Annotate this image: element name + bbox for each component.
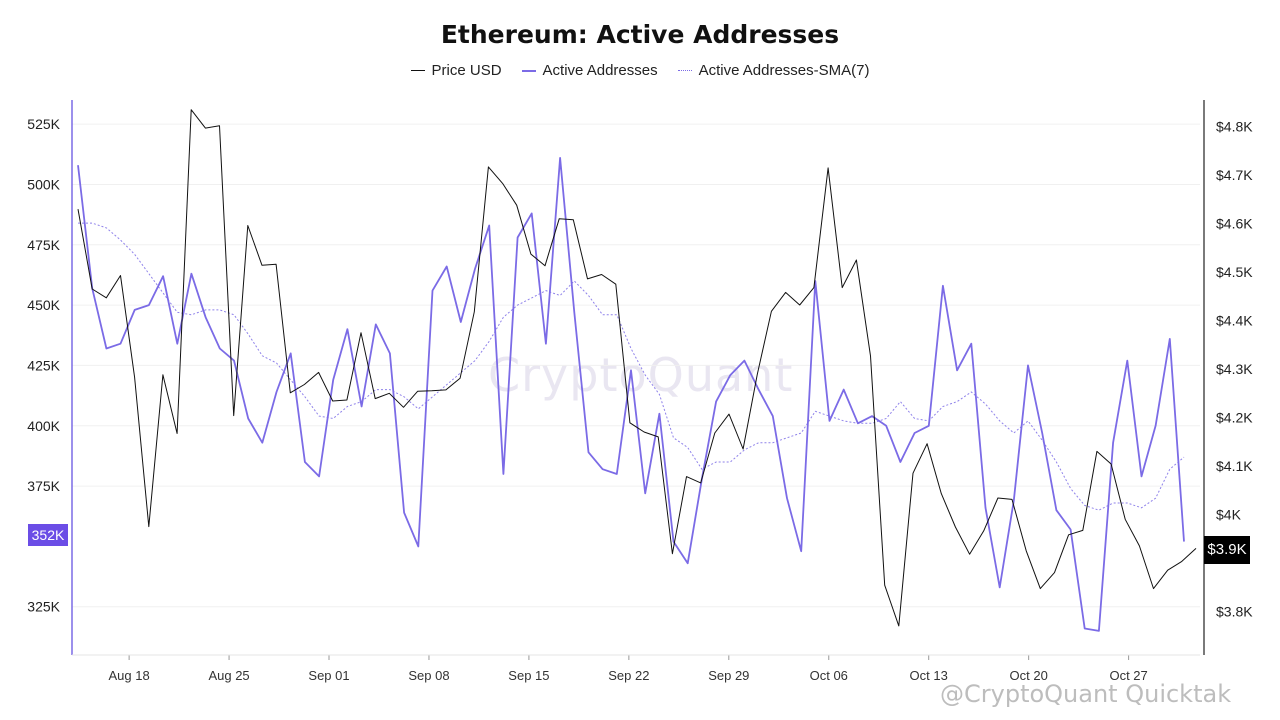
y-left-tick-label: 500K [27,176,60,192]
y-left-tick-label: 425K [27,357,60,373]
x-tick-label: Aug 18 [109,668,150,683]
watermark: CryptoQuant [488,348,794,402]
y-left-tick-label: 325K [27,599,60,615]
y-left-tick-label: 525K [27,116,60,132]
y-left-tick-label: 400K [27,418,60,434]
chart-title: Ethereum: Active Addresses [440,20,840,49]
x-tick-label: Sep 01 [308,668,349,683]
credit-text: @CryptoQuant Quicktak [940,680,1232,708]
legend-label-sma: Active Addresses-SMA(7) [698,62,870,79]
legend: Price USD Active Addresses Active Addres… [0,62,1280,79]
x-tick-label: Oct 13 [910,668,948,683]
y-right-tick-label: $4.4K [1216,313,1253,329]
x-tick-label: Oct 20 [1010,668,1048,683]
y-right-tick-label: $4.6K [1216,216,1253,232]
legend-item-price[interactable]: Price USD [410,62,502,79]
x-tick-label: Sep 22 [608,668,649,683]
current-value-right-tag: $3.9K [1204,536,1250,564]
legend-label-active-addresses: Active Addresses [542,62,658,79]
series-line-active-addresses [77,156,1185,632]
series-line-price [77,109,1197,627]
y-right-tick-label: $4.3K [1216,361,1253,377]
y-left-tick-label: 450K [27,297,60,313]
x-tick-label: Oct 27 [1109,668,1147,683]
y-right-tick-label: $4.7K [1216,167,1253,183]
x-tick-label: Oct 06 [810,668,848,683]
legend-label-price: Price USD [431,62,502,79]
x-tick-label: Sep 29 [708,668,749,683]
y-right-tick-label: $4.5K [1216,264,1253,280]
y-right-tick-label: $4K [1216,506,1242,522]
y-right-tick-label: $4.2K [1216,409,1253,425]
y-left-tick-label: 475K [27,237,60,253]
current-value-left-tag: 352K [28,524,68,546]
y-right-tick-label: $4.8K [1216,119,1253,135]
y-left-tick-label: 375K [27,478,60,494]
legend-swatch-sma [677,70,692,71]
x-tick-label: Aug 25 [208,668,249,683]
legend-swatch-price [410,70,425,71]
y-right-tick-label: $4.1K [1216,458,1253,474]
x-tick-label: Sep 15 [508,668,549,683]
y-right-tick-label: $3.8K [1216,603,1253,619]
x-tick-label: Sep 08 [408,668,449,683]
legend-item-sma[interactable]: Active Addresses-SMA(7) [677,62,870,79]
series-line-sma [78,222,1185,511]
legend-item-active-addresses[interactable]: Active Addresses [521,62,658,79]
legend-swatch-active-addresses [521,69,536,72]
